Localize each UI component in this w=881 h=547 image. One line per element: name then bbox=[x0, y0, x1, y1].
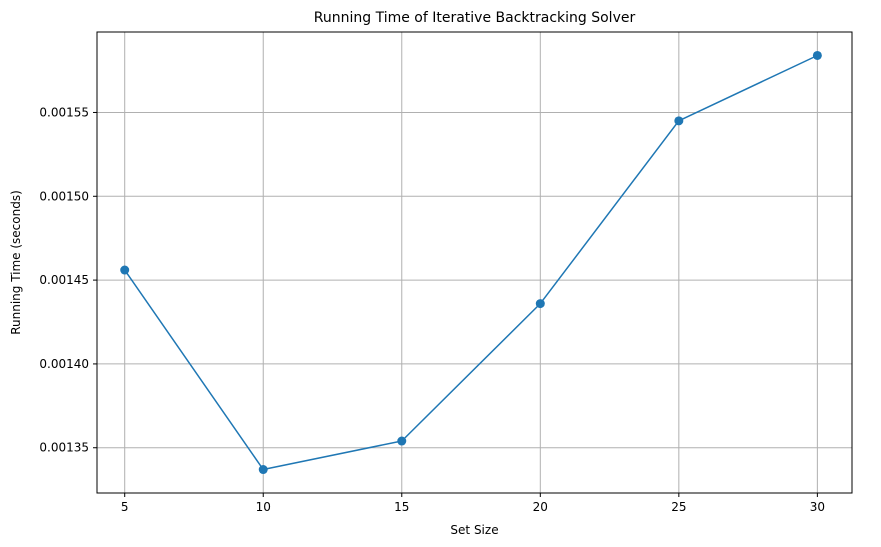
x-tick-label: 15 bbox=[394, 500, 409, 514]
y-tick-label: 0.00145 bbox=[39, 273, 89, 287]
x-tick-label: 20 bbox=[533, 500, 548, 514]
chart-title: Running Time of Iterative Backtracking S… bbox=[314, 10, 636, 26]
data-point bbox=[120, 265, 130, 275]
data-point bbox=[397, 436, 407, 446]
data-point bbox=[812, 50, 822, 60]
grid bbox=[97, 32, 852, 493]
series-line bbox=[124, 54, 818, 471]
plot-frame bbox=[96, 31, 853, 494]
x-tick-label: 5 bbox=[121, 500, 129, 514]
data-point bbox=[535, 299, 545, 309]
x-tick-label: 30 bbox=[810, 500, 825, 514]
y-axis-title: Running Time (seconds) bbox=[9, 190, 23, 335]
data-point bbox=[258, 465, 268, 475]
x-tick-label: 25 bbox=[671, 500, 686, 514]
x-tick-label: 10 bbox=[256, 500, 271, 514]
data-point bbox=[674, 116, 684, 126]
ticks: 5 10 15 20 25 30 0.00135 0.00140 0.00145 0.00150 0… bbox=[39, 105, 825, 514]
y-tick-label: 0.00150 bbox=[39, 189, 89, 203]
y-tick-label: 0.00135 bbox=[39, 441, 89, 455]
series-layer bbox=[120, 50, 822, 475]
y-tick-label: 0.00155 bbox=[39, 105, 89, 119]
x-axis-title: Set Size bbox=[450, 523, 498, 537]
y-tick-label: 0.00140 bbox=[39, 357, 89, 371]
